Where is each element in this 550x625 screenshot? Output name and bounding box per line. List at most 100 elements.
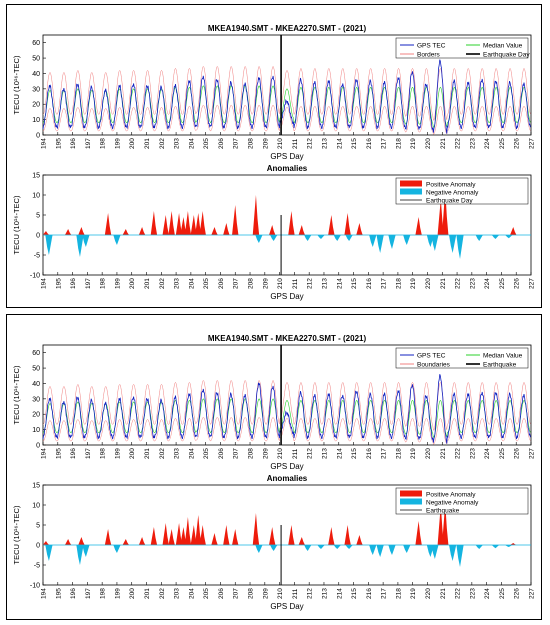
chart1-xtick-label: 219 [410, 138, 417, 149]
chart4-positive-bar [122, 539, 130, 545]
chart3-ytick-label: 40 [32, 381, 40, 388]
chart4-xtick-label: 214 [336, 588, 343, 599]
chart1-xtick-label: 205 [203, 138, 210, 149]
chart1-series-gps-tec [42, 59, 531, 134]
chart4-positive-bar [175, 523, 183, 545]
chart4-xtick-label: 218 [395, 588, 402, 599]
chart4-xtick-label: 206 [218, 588, 225, 599]
chart3-xtick-label: 204 [188, 448, 195, 459]
chart3-xtick-label: 223 [469, 448, 476, 459]
chart2-xtick-label: 226 [514, 278, 521, 289]
chart2-xtick-label: 216 [366, 278, 373, 289]
chart1-xtick-label: 224 [484, 138, 491, 149]
chart3-xtick-label: 199 [114, 448, 121, 459]
chart4-legend-swatch [400, 490, 422, 497]
chart2-negative-bar [403, 235, 411, 245]
chart4-positive-bar [150, 527, 158, 545]
chart4-positive-bar [78, 537, 85, 545]
chart2-positive-bar [199, 211, 206, 235]
chart2-xtick-label: 222 [455, 278, 462, 289]
chart4-xtick-label: 225 [499, 588, 506, 599]
chart4-positive-bar [252, 513, 260, 545]
chart2-legend-swatch [400, 180, 422, 187]
chart2-positive-bar [328, 215, 335, 235]
chart2-positive-bar [64, 229, 72, 235]
chart1-xtick-label: 199 [114, 138, 121, 149]
chart3-xtick-label: 195 [55, 448, 62, 459]
chart1-legend-label: Median Value [483, 43, 523, 50]
chart3-ytick-label: 50 [32, 366, 40, 373]
chart2-xtick-label: 195 [55, 278, 62, 289]
chart4-xtick-label: 215 [351, 588, 358, 599]
chart3-xtick-label: 205 [203, 448, 210, 459]
chart2-ytick-label: 5 [36, 213, 40, 220]
chart3-xtick-label: 227 [529, 448, 536, 459]
chart4-positive-bar [328, 527, 335, 545]
chart1-xtick-label: 207 [233, 138, 240, 149]
chart4-legend-label: Negative Anomaly [426, 500, 479, 507]
chart2-positive-bar [138, 227, 146, 235]
chart1-legend [395, 37, 529, 59]
chart2-negative-bar [491, 235, 500, 239]
chart2-positive-bar [150, 211, 158, 235]
chart2-positive-bar [252, 195, 260, 235]
chart4-xtick-label: 216 [366, 588, 373, 599]
chart3-xlabel: GPS Day [270, 462, 303, 471]
chart2-negative-bar [317, 235, 325, 239]
chart2-xtick-label: 219 [410, 278, 417, 289]
chart4-xtick-label: 203 [174, 588, 181, 599]
chart4-negative-bar [449, 545, 457, 561]
chart3-ytick-label: 60 [32, 350, 40, 357]
chart4-positive-bar [42, 541, 50, 545]
chart1-xtick-label: 203 [174, 138, 181, 149]
chart1-xtick-label: 212 [307, 138, 314, 149]
chart4-negative-bar [82, 545, 90, 557]
chart3-xtick-label: 200 [129, 448, 136, 459]
chart3-xtick-label: 201 [144, 448, 151, 459]
chart4-positive-bar [415, 521, 422, 545]
chart4-xtick-label: 198 [100, 588, 107, 599]
chart2-ytick-label: -5 [34, 253, 40, 260]
chart1-ytick-label: 50 [32, 56, 40, 63]
chart1-xtick-label: 201 [144, 138, 151, 149]
panel-bottom-svg: MKEA1940.SMT - MKEA2270.SMT - (2021) 0 10 2… [12, 334, 536, 611]
chart3-xtick-label: 215 [351, 448, 358, 459]
chart2-xtick-label: 223 [469, 278, 476, 289]
chart4-positive-bar [298, 537, 305, 545]
chart4-xtick-label: 219 [410, 588, 417, 599]
chart3-xtick-label: 221 [440, 448, 447, 459]
chart4-negative-bar [113, 545, 121, 553]
chart2-xtick-label: 203 [174, 278, 181, 289]
chart2-positive-bar [190, 215, 198, 235]
chart4-xtick-label: 197 [85, 588, 92, 599]
chart1-xtick-label: 221 [440, 138, 447, 149]
chart4-xtick-label: 211 [292, 588, 299, 599]
chart2-positive-bar [180, 217, 187, 235]
chart1-xtick-label: 208 [248, 138, 255, 149]
chart4-negative-bar [317, 545, 325, 549]
chart3-xtick-label: 220 [425, 448, 432, 459]
chart2-positive-bar [510, 227, 517, 235]
chart1-xtick-label: 200 [129, 138, 136, 149]
chart4-positive-bar [64, 539, 72, 545]
chart1-ytick-label: 40 [32, 71, 40, 78]
chart2-xtick-label: 217 [381, 278, 388, 289]
chart2-positive-bar [298, 225, 305, 235]
chart3-xtick-label: 212 [307, 448, 314, 459]
chart3-xtick-label: 198 [100, 448, 107, 459]
chart2-positive-bar [104, 213, 112, 235]
chart1-xtick-label: 220 [425, 138, 432, 149]
panel-top: MKEA1940.SMT - MKEA2270.SMT - (2021) 0 10 2… [6, 4, 542, 308]
chart4-negative-bar [388, 545, 396, 555]
chart3-xtick-label: 202 [159, 448, 166, 459]
chart2-xtick-label: 220 [425, 278, 432, 289]
chart4-xtick-label: 217 [381, 588, 388, 599]
chart2-positive-bar [184, 211, 192, 235]
chart2-positive-bar [195, 213, 202, 235]
chart4-legend-label: Earthquake [426, 508, 460, 515]
chart2-legend-label: Positive Anomaly [426, 182, 476, 189]
chart4-xtick-label: 224 [484, 588, 491, 599]
chart1-xtick-label: 225 [499, 138, 506, 149]
chart3-xtick-label: 210 [277, 448, 284, 459]
chart2-xtick-label: 200 [129, 278, 136, 289]
